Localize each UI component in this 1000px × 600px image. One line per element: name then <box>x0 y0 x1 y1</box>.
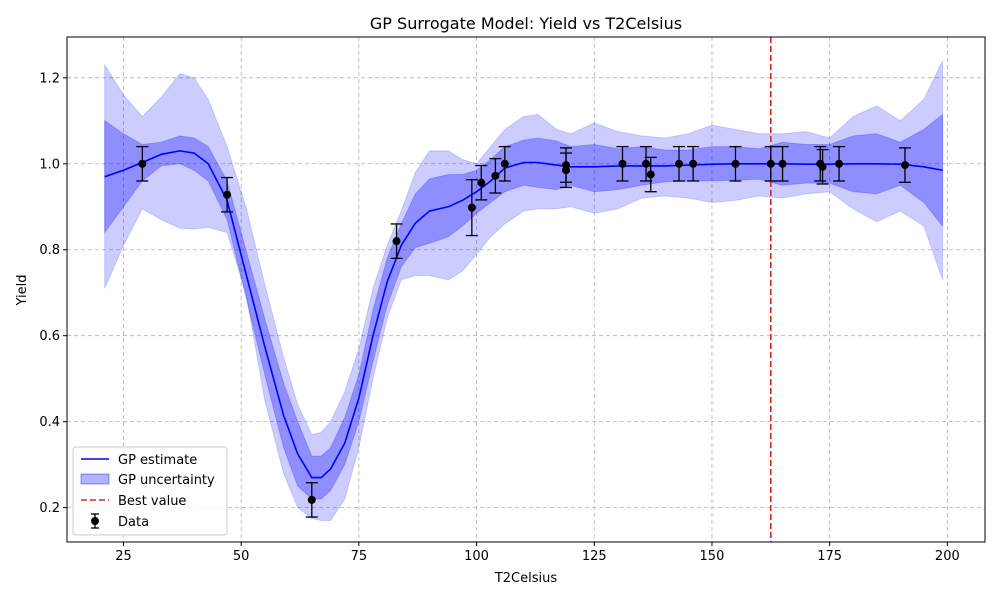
data-point <box>560 152 573 189</box>
y-tick-label: 0.4 <box>39 415 60 430</box>
x-tick-label: 25 <box>115 549 132 564</box>
data-point <box>898 147 911 183</box>
x-tick-label: 100 <box>464 549 489 564</box>
uncertainty-bands <box>104 60 944 522</box>
x-tick-label: 75 <box>351 549 368 564</box>
axis-ticks: 25 50 75 100 125 150 175 200 0.2 0.4 0.6 0.8 1.0 1.2 <box>39 71 959 564</box>
uncertainty-band-outer <box>104 60 944 522</box>
data-marker <box>618 159 627 168</box>
data-marker <box>500 159 509 168</box>
data-marker <box>818 162 827 171</box>
data-point <box>221 176 234 213</box>
data-point <box>390 223 403 259</box>
data-marker <box>900 161 909 170</box>
data-points-layer <box>136 145 911 518</box>
data-point <box>489 157 502 194</box>
data-marker <box>766 159 775 168</box>
y-tick-label: 1.2 <box>39 71 60 86</box>
data-marker <box>689 159 698 168</box>
y-tick-label: 0.6 <box>39 329 60 344</box>
legend-box <box>72 446 228 536</box>
data-point <box>616 145 629 182</box>
data-marker <box>467 203 476 212</box>
data-point <box>498 145 511 182</box>
data-point <box>136 145 149 182</box>
x-tick-label: 150 <box>700 549 725 564</box>
x-tick-label: 200 <box>935 549 960 564</box>
x-tick-label: 50 <box>233 549 250 564</box>
y-tick-label: 0.2 <box>39 501 60 516</box>
y-tick-label: 1.0 <box>39 157 60 172</box>
data-point <box>687 145 700 182</box>
y-axis-label: Yield <box>15 275 30 307</box>
legend-label-data: Data <box>118 515 149 530</box>
data-marker <box>491 171 500 180</box>
data-marker <box>778 159 787 168</box>
legend-label-best-value: Best value <box>118 494 186 509</box>
legend-swatch-data-marker <box>91 517 99 525</box>
data-point <box>465 179 478 237</box>
data-point <box>640 145 653 182</box>
chart-title: GP Surrogate Model: Yield vs T2Celsius <box>370 14 682 33</box>
data-marker <box>835 159 844 168</box>
data-point <box>816 148 829 185</box>
legend-label-gp-uncertainty: GP uncertainty <box>118 473 215 488</box>
legend-label-gp-estimate: GP estimate <box>118 453 197 468</box>
data-point <box>833 145 846 182</box>
plot-frame <box>66 36 986 543</box>
legend: GP estimate GP uncertainty Best value Da… <box>72 446 228 536</box>
data-marker <box>642 159 651 168</box>
data-marker <box>138 159 147 168</box>
x-tick-label: 175 <box>817 549 842 564</box>
data-marker <box>223 190 232 199</box>
data-marker <box>646 170 655 179</box>
data-point <box>644 156 657 193</box>
data-point <box>475 164 488 201</box>
data-point <box>673 145 685 182</box>
data-marker <box>307 495 316 504</box>
data-point <box>729 145 742 182</box>
data-marker <box>675 159 683 168</box>
data-point <box>776 145 789 182</box>
mean-line-layer <box>104 37 943 542</box>
x-axis-label: T2Celsius <box>494 571 558 586</box>
x-tick-label: 125 <box>582 549 607 564</box>
data-point <box>305 482 318 518</box>
y-tick-label: 0.8 <box>39 243 60 258</box>
data-marker <box>731 159 740 168</box>
legend-swatch-gp-uncertainty <box>80 473 110 485</box>
data-marker <box>477 178 486 187</box>
data-point <box>764 145 777 182</box>
data-marker <box>562 166 571 175</box>
data-marker <box>392 237 401 246</box>
